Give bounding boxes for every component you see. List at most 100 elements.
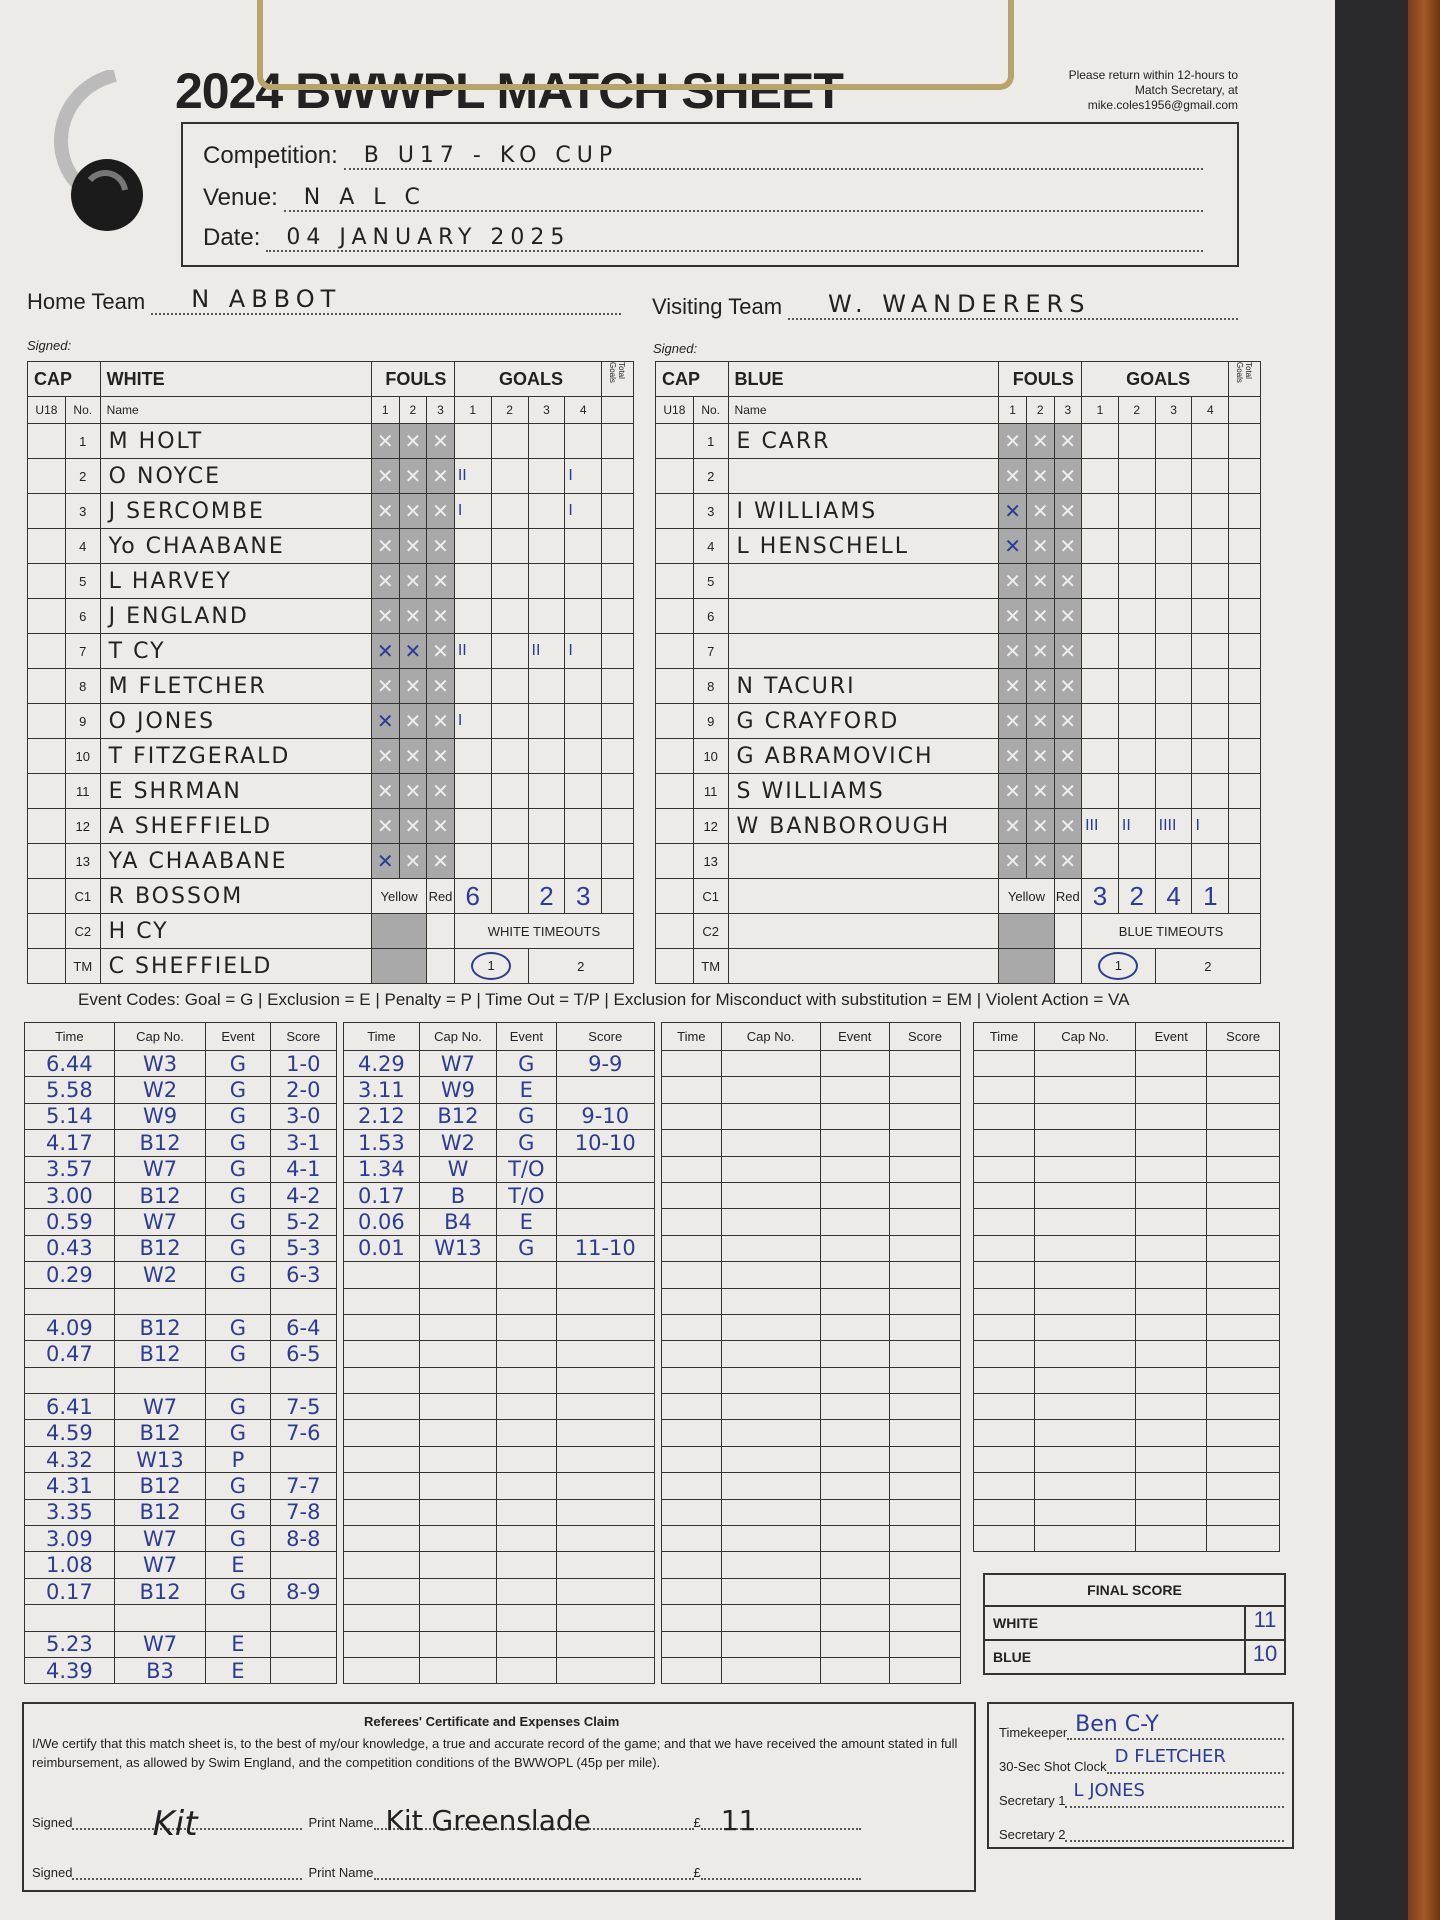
player-name[interactable]: YA CHAABANE bbox=[99, 843, 372, 879]
event-cap[interactable] bbox=[720, 1076, 821, 1104]
event-score[interactable] bbox=[889, 1366, 961, 1395]
event-cap[interactable] bbox=[1034, 1076, 1137, 1104]
foul-x-icon[interactable]: ✕ bbox=[398, 738, 428, 774]
event-score[interactable] bbox=[889, 1287, 961, 1315]
player-name[interactable]: W BANBOROUGH bbox=[727, 808, 1000, 844]
event-time[interactable] bbox=[661, 1234, 722, 1263]
event-time[interactable] bbox=[343, 1498, 420, 1527]
event-code[interactable]: G bbox=[205, 1525, 271, 1553]
event-code[interactable] bbox=[1135, 1287, 1208, 1315]
event-score[interactable] bbox=[1206, 1261, 1280, 1289]
event-cap[interactable]: W3 bbox=[113, 1049, 207, 1078]
event-score[interactable]: 2-0 bbox=[269, 1076, 338, 1104]
event-cap[interactable] bbox=[418, 1498, 498, 1527]
event-time[interactable] bbox=[661, 1076, 722, 1104]
total-goals-cell[interactable] bbox=[601, 773, 634, 809]
quarter-goals-tally[interactable]: I bbox=[453, 493, 492, 529]
event-time[interactable]: 1.08 bbox=[24, 1551, 115, 1579]
total-goals-cell[interactable] bbox=[601, 668, 634, 704]
quarter-goals-tally[interactable] bbox=[1191, 773, 1230, 809]
event-cap[interactable]: B bbox=[418, 1181, 498, 1210]
foul-x-icon[interactable]: ✕ bbox=[398, 493, 428, 529]
event-code[interactable]: G bbox=[205, 1340, 271, 1368]
event-code[interactable] bbox=[1135, 1366, 1208, 1395]
away-team-field[interactable]: W. WANDERERS bbox=[788, 290, 1239, 320]
event-code[interactable]: G bbox=[205, 1076, 271, 1104]
event-score[interactable] bbox=[269, 1630, 338, 1658]
quarter-goals-tally[interactable] bbox=[1191, 843, 1230, 879]
quarter-goals-tally[interactable] bbox=[1117, 668, 1156, 704]
event-time[interactable] bbox=[661, 1129, 722, 1157]
event-time[interactable]: 0.17 bbox=[343, 1181, 420, 1210]
event-score[interactable]: 9-9 bbox=[555, 1049, 656, 1078]
event-code[interactable] bbox=[1135, 1234, 1208, 1263]
grand-total-cell[interactable] bbox=[1228, 878, 1261, 914]
event-cap[interactable] bbox=[113, 1366, 207, 1395]
event-score[interactable] bbox=[555, 1604, 656, 1632]
quarter-goals-tally[interactable] bbox=[1154, 843, 1193, 879]
event-cap[interactable] bbox=[1034, 1419, 1137, 1447]
quarter-goals-tally[interactable] bbox=[453, 843, 492, 879]
event-time[interactable]: 0.43 bbox=[24, 1234, 115, 1263]
total-goals-cell[interactable] bbox=[1228, 703, 1261, 739]
event-score[interactable]: 7-5 bbox=[269, 1393, 338, 1421]
event-score[interactable]: 7-8 bbox=[269, 1498, 338, 1527]
event-code[interactable]: T/O bbox=[496, 1181, 557, 1210]
event-code[interactable]: G bbox=[496, 1129, 557, 1157]
foul-x-icon[interactable]: ✕ bbox=[370, 423, 400, 459]
event-time[interactable] bbox=[972, 1445, 1036, 1474]
event-time[interactable] bbox=[661, 1577, 722, 1606]
event-code[interactable]: G bbox=[205, 1155, 271, 1183]
quarter-goals-tally[interactable] bbox=[490, 528, 529, 564]
event-score[interactable] bbox=[269, 1551, 338, 1579]
event-code[interactable]: G bbox=[205, 1049, 271, 1078]
event-code[interactable] bbox=[205, 1287, 271, 1315]
event-cap[interactable]: B12 bbox=[418, 1102, 498, 1131]
quarter-goals-tally[interactable] bbox=[490, 843, 529, 879]
quarter-goals-tally[interactable] bbox=[527, 668, 566, 704]
total-goals-cell[interactable] bbox=[601, 703, 634, 739]
u18-cell[interactable] bbox=[655, 528, 694, 564]
event-cap[interactable]: W13 bbox=[418, 1234, 498, 1263]
event-code[interactable] bbox=[496, 1656, 557, 1685]
event-score[interactable] bbox=[555, 1551, 656, 1579]
event-code[interactable]: G bbox=[205, 1208, 271, 1236]
event-score[interactable]: 10-10 bbox=[555, 1129, 656, 1157]
event-score[interactable] bbox=[1206, 1498, 1280, 1527]
event-cap[interactable] bbox=[720, 1181, 821, 1210]
foul-x-icon[interactable]: ✕ bbox=[1053, 598, 1083, 634]
player-name[interactable]: M HOLT bbox=[99, 423, 372, 459]
event-code[interactable] bbox=[496, 1577, 557, 1606]
event-score[interactable] bbox=[889, 1472, 961, 1500]
event-code[interactable] bbox=[1135, 1261, 1208, 1289]
foul-x-icon[interactable]: ✕ bbox=[1025, 738, 1055, 774]
foul-x-icon[interactable]: ✕ bbox=[998, 808, 1027, 844]
event-time[interactable]: 0.47 bbox=[24, 1340, 115, 1368]
timeout-1[interactable]: 1 bbox=[1081, 948, 1156, 984]
quarter-goals-tally[interactable] bbox=[453, 773, 492, 809]
event-score[interactable] bbox=[889, 1604, 961, 1632]
quarter-goals-tally[interactable] bbox=[527, 843, 566, 879]
quarter-goals-tally[interactable] bbox=[1154, 493, 1193, 529]
event-time[interactable]: 4.31 bbox=[24, 1472, 115, 1500]
total-goals-cell[interactable] bbox=[601, 598, 634, 634]
total-goals-cell[interactable] bbox=[1228, 738, 1261, 774]
foul-x-icon[interactable]: ✕ bbox=[998, 458, 1027, 494]
event-score[interactable] bbox=[1206, 1525, 1280, 1553]
event-cap[interactable]: W2 bbox=[113, 1261, 207, 1289]
event-time[interactable] bbox=[972, 1525, 1036, 1553]
event-cap[interactable] bbox=[720, 1234, 821, 1263]
event-code[interactable] bbox=[496, 1261, 557, 1289]
foul-x-icon[interactable]: ✕ bbox=[426, 738, 455, 774]
event-time[interactable]: 3.09 bbox=[24, 1525, 115, 1553]
event-code[interactable]: G bbox=[205, 1261, 271, 1289]
event-cap[interactable] bbox=[418, 1604, 498, 1632]
foul-x-icon[interactable]: ✕ bbox=[426, 773, 455, 809]
u18-cell[interactable] bbox=[27, 528, 66, 564]
event-score[interactable] bbox=[269, 1604, 338, 1632]
event-score[interactable] bbox=[269, 1656, 338, 1685]
quarter-goals-tally[interactable]: IIII bbox=[1154, 808, 1193, 844]
quarter-goals-tally[interactable] bbox=[453, 738, 492, 774]
event-score[interactable] bbox=[555, 1630, 656, 1658]
event-time[interactable]: 4.59 bbox=[24, 1419, 115, 1447]
